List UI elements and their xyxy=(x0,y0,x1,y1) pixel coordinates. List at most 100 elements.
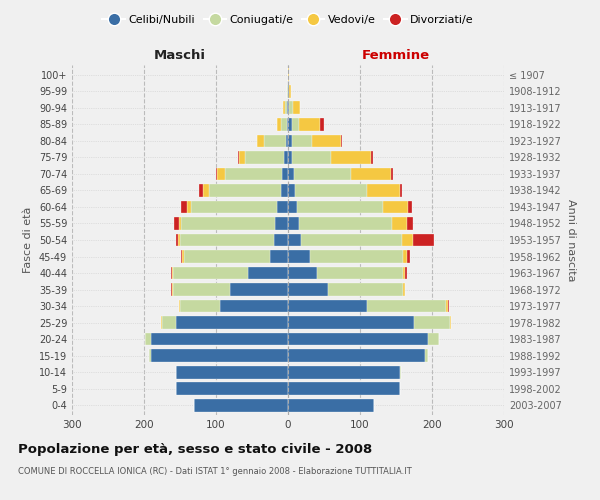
Bar xyxy=(288,118,292,131)
Bar xyxy=(151,332,288,345)
Bar xyxy=(292,151,331,164)
Bar xyxy=(281,118,287,131)
Bar xyxy=(180,300,220,312)
Bar xyxy=(288,234,301,246)
Bar xyxy=(161,316,162,329)
Bar xyxy=(428,332,439,345)
Bar xyxy=(310,250,403,263)
Bar xyxy=(288,184,295,197)
Bar xyxy=(173,266,248,280)
Text: Femmine: Femmine xyxy=(362,48,430,62)
Bar xyxy=(288,283,328,296)
Bar xyxy=(288,168,294,180)
Bar xyxy=(179,300,180,312)
Bar xyxy=(402,234,413,246)
Bar xyxy=(149,349,151,362)
Bar xyxy=(286,134,288,147)
Bar xyxy=(239,151,245,164)
Bar xyxy=(287,85,288,98)
Bar xyxy=(292,118,299,131)
Bar xyxy=(299,118,320,131)
Bar xyxy=(289,85,291,98)
Bar xyxy=(176,316,288,329)
Bar xyxy=(288,316,414,329)
Bar xyxy=(179,217,181,230)
Bar xyxy=(288,382,400,395)
Bar xyxy=(288,102,289,114)
Bar xyxy=(403,250,407,263)
Bar xyxy=(371,151,373,164)
Bar xyxy=(203,184,209,197)
Bar xyxy=(209,184,281,197)
Bar xyxy=(288,266,317,280)
Text: Popolazione per età, sesso e stato civile - 2008: Popolazione per età, sesso e stato civil… xyxy=(18,442,372,456)
Bar xyxy=(367,300,446,312)
Bar xyxy=(173,217,179,230)
Bar xyxy=(383,200,408,213)
Bar xyxy=(446,300,448,312)
Bar xyxy=(176,234,178,246)
Bar xyxy=(274,234,288,246)
Bar xyxy=(180,234,274,246)
Bar xyxy=(281,184,288,197)
Bar xyxy=(341,134,342,147)
Bar xyxy=(288,134,292,147)
Bar xyxy=(245,151,284,164)
Bar xyxy=(182,250,184,263)
Bar xyxy=(288,250,310,263)
Bar xyxy=(194,398,288,411)
Bar xyxy=(176,366,288,378)
Bar xyxy=(328,283,403,296)
Bar xyxy=(288,151,292,164)
Bar xyxy=(288,300,367,312)
Bar xyxy=(172,266,173,280)
Bar xyxy=(293,102,300,114)
Bar xyxy=(277,118,281,131)
Bar xyxy=(400,366,401,378)
Bar xyxy=(406,266,407,280)
Bar xyxy=(403,266,406,280)
Bar xyxy=(181,217,275,230)
Legend: Celibi/Nubili, Coniugati/e, Vedovi/e, Divorziati/e: Celibi/Nubili, Coniugati/e, Vedovi/e, Di… xyxy=(98,10,478,29)
Text: COMUNE DI ROCCELLA IONICA (RC) - Dati ISTAT 1° gennaio 2008 - Elaborazione TUTTI: COMUNE DI ROCCELLA IONICA (RC) - Dati IS… xyxy=(18,468,412,476)
Bar xyxy=(331,151,371,164)
Bar xyxy=(162,316,176,329)
Bar xyxy=(284,151,288,164)
Bar xyxy=(288,85,289,98)
Bar xyxy=(312,134,341,147)
Bar xyxy=(264,134,286,147)
Bar xyxy=(151,349,288,362)
Bar xyxy=(275,217,288,230)
Bar xyxy=(407,250,410,263)
Bar xyxy=(407,217,413,230)
Bar xyxy=(450,316,451,329)
Bar xyxy=(288,366,400,378)
Bar xyxy=(403,283,404,296)
Bar xyxy=(425,349,428,362)
Bar xyxy=(238,151,239,164)
Bar xyxy=(288,349,425,362)
Bar xyxy=(294,168,352,180)
Bar xyxy=(257,134,264,147)
Bar xyxy=(288,68,289,82)
Bar xyxy=(230,283,288,296)
Y-axis label: Anni di nascita: Anni di nascita xyxy=(566,198,575,281)
Bar xyxy=(299,217,392,230)
Bar xyxy=(199,184,203,197)
Bar xyxy=(178,234,180,246)
Bar xyxy=(184,250,270,263)
Bar xyxy=(408,200,412,213)
Bar xyxy=(289,102,293,114)
Bar xyxy=(413,234,434,246)
Bar xyxy=(296,200,383,213)
Bar xyxy=(217,168,224,180)
Bar xyxy=(295,184,367,197)
Bar xyxy=(292,134,312,147)
Bar xyxy=(288,398,374,411)
Bar xyxy=(448,300,449,312)
Bar xyxy=(320,118,324,131)
Bar xyxy=(248,266,288,280)
Bar xyxy=(392,217,407,230)
Bar xyxy=(288,217,299,230)
Bar xyxy=(391,168,393,180)
